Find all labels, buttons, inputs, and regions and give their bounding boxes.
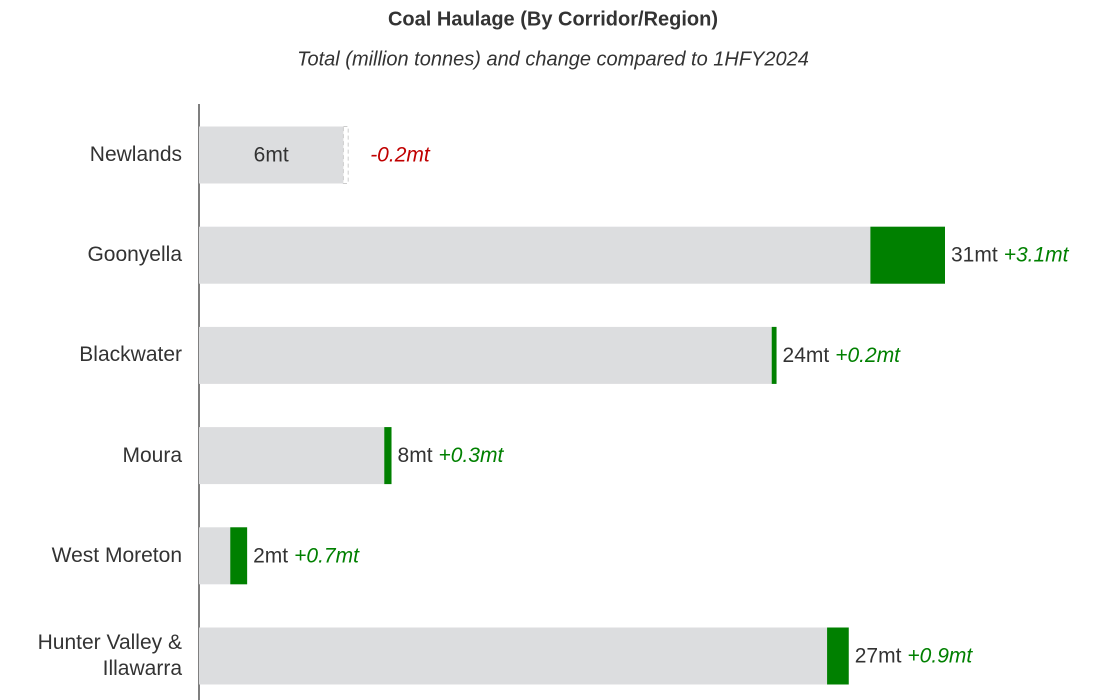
category-label: Moura bbox=[122, 443, 182, 467]
value-label: 31mt bbox=[951, 244, 998, 267]
change-bar bbox=[827, 627, 849, 685]
chart-title: Coal Haulage (By Corridor/Region) bbox=[388, 8, 718, 30]
change-label: -0.2mt bbox=[370, 144, 431, 167]
value-label: 27mt bbox=[855, 645, 902, 668]
bar bbox=[199, 226, 945, 284]
change-label: +0.9mt bbox=[907, 645, 973, 668]
category-label: Blackwater bbox=[79, 343, 182, 367]
change-bar bbox=[870, 226, 945, 284]
bar bbox=[199, 326, 777, 384]
category-label: West Moreton bbox=[51, 543, 182, 567]
change-bar bbox=[384, 427, 392, 485]
category-label: Goonyella bbox=[87, 243, 182, 267]
bar bbox=[199, 126, 344, 184]
change-label: +0.7mt bbox=[294, 544, 360, 567]
change-bar bbox=[342, 126, 349, 184]
category-label: Hunter Valley & Illawarra bbox=[37, 631, 182, 680]
chart-subtitle: Total (million tonnes) and change compar… bbox=[297, 48, 809, 70]
value-label: 6mt bbox=[254, 144, 289, 167]
change-label: +0.2mt bbox=[835, 344, 901, 367]
change-bar bbox=[771, 326, 777, 384]
value-label: 2mt bbox=[253, 544, 288, 567]
change-label: +0.3mt bbox=[439, 444, 505, 467]
change-bar bbox=[230, 527, 248, 585]
value-label: 24mt bbox=[783, 344, 830, 367]
change-label: +3.1mt bbox=[1004, 244, 1070, 267]
value-label: 8mt bbox=[398, 444, 433, 467]
bar bbox=[199, 627, 849, 685]
bar bbox=[199, 427, 392, 485]
category-label: Newlands bbox=[89, 143, 182, 166]
